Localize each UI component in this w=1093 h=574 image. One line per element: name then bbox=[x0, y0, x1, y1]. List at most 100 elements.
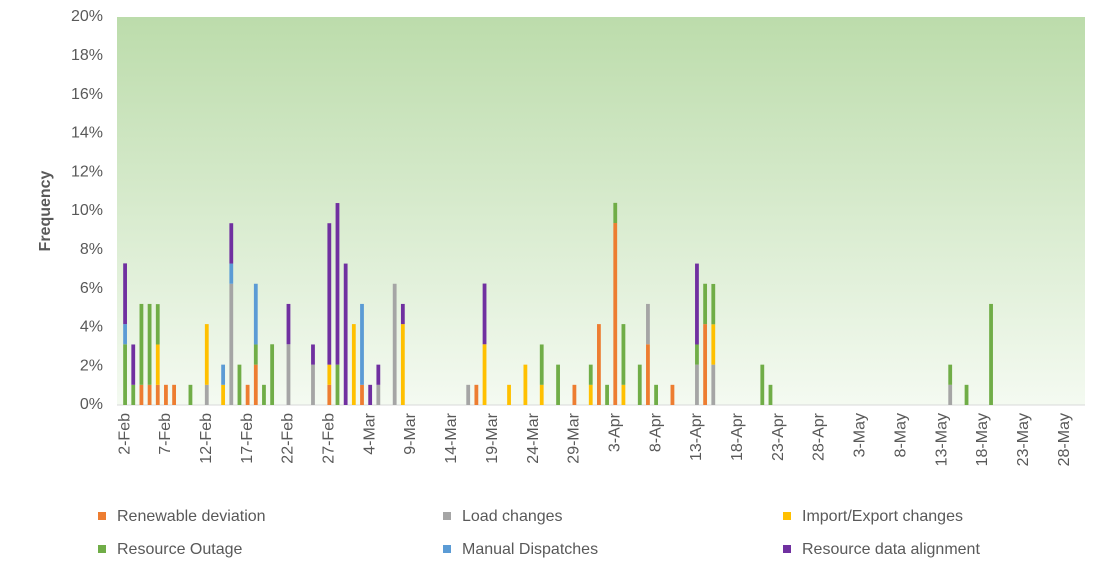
bar-segment bbox=[147, 384, 152, 405]
bar-segment bbox=[695, 263, 699, 345]
x-tick-label: 13-May bbox=[933, 413, 950, 466]
bar-segment bbox=[172, 384, 177, 405]
y-tick-label: 4% bbox=[80, 319, 103, 336]
bar-segment bbox=[147, 303, 152, 385]
bar-segment bbox=[229, 223, 234, 264]
bar-segment bbox=[646, 303, 650, 345]
x-tick-label: 18-Apr bbox=[729, 412, 746, 461]
bar-segment bbox=[123, 344, 127, 405]
x-tick-label: 27-Feb bbox=[321, 413, 338, 464]
bar-segment bbox=[572, 384, 577, 405]
bar-segment bbox=[253, 364, 258, 405]
bar-segment bbox=[376, 384, 381, 405]
bar-segment bbox=[507, 384, 511, 405]
bar-segment bbox=[335, 203, 340, 365]
bar-segment bbox=[311, 344, 315, 365]
bar-segment bbox=[482, 344, 487, 405]
x-tick-label: 28-Apr bbox=[811, 412, 828, 461]
x-tick-label: 23-May bbox=[1015, 413, 1032, 466]
bar-segment bbox=[131, 344, 136, 385]
bar-segment bbox=[311, 364, 315, 405]
y-tick-label: 12% bbox=[71, 163, 103, 180]
x-tick-label: 2-Feb bbox=[116, 413, 133, 455]
bar-segment bbox=[335, 364, 340, 405]
x-tick-label: 3-Apr bbox=[606, 412, 623, 452]
bar-segment bbox=[286, 344, 291, 405]
bar-segment bbox=[621, 384, 626, 405]
bar-segment bbox=[400, 303, 405, 325]
bar-segment bbox=[539, 384, 544, 405]
legend-label: Load changes bbox=[462, 508, 563, 525]
bar-segment bbox=[400, 324, 405, 405]
x-tick-label: 24-Mar bbox=[525, 412, 542, 463]
bar-segment bbox=[711, 364, 716, 405]
bar-segment bbox=[237, 364, 242, 405]
x-tick-label: 29-Mar bbox=[566, 412, 583, 463]
y-tick-label: 8% bbox=[80, 241, 103, 258]
x-tick-label: 9-Mar bbox=[402, 412, 419, 454]
x-tick-label: 8-Apr bbox=[647, 412, 664, 452]
bar-segment bbox=[654, 384, 659, 405]
y-tick-label: 16% bbox=[71, 86, 103, 103]
bar-segment bbox=[327, 223, 332, 365]
legend-label: Resource Outage bbox=[117, 541, 243, 558]
bar-segment bbox=[711, 324, 716, 365]
bar-segment bbox=[703, 283, 708, 325]
bar-segment bbox=[327, 384, 332, 405]
bar-segment bbox=[703, 324, 708, 405]
y-tick-label: 0% bbox=[80, 396, 103, 413]
bar-segment bbox=[613, 202, 618, 224]
x-tick-label: 8-May bbox=[892, 413, 909, 457]
bar-segment bbox=[229, 263, 234, 284]
bar-segment bbox=[597, 324, 601, 405]
bar-segment bbox=[646, 344, 650, 405]
bar-segment bbox=[262, 384, 266, 405]
y-tick-label: 18% bbox=[71, 47, 103, 64]
x-tick-label: 14-Mar bbox=[443, 412, 460, 463]
bar-segment bbox=[768, 384, 773, 405]
y-tick-label: 6% bbox=[80, 280, 103, 297]
bar-segment bbox=[948, 364, 953, 385]
bar-segment bbox=[270, 344, 275, 405]
bar-segment bbox=[155, 344, 160, 385]
bar-segment bbox=[523, 364, 528, 405]
bar-segment bbox=[605, 384, 609, 405]
bar-segment bbox=[392, 283, 397, 405]
bar-segment bbox=[229, 283, 234, 405]
bar-segment bbox=[539, 344, 544, 385]
bar-segment bbox=[989, 303, 993, 405]
bar-segment bbox=[245, 384, 250, 405]
bar-segment bbox=[711, 283, 716, 325]
bar-segment bbox=[760, 364, 765, 405]
bar-segment bbox=[670, 384, 675, 405]
bar-segment bbox=[286, 303, 291, 345]
bar-segment bbox=[221, 364, 226, 385]
bar-segment bbox=[948, 384, 953, 405]
x-tick-label: 19-Mar bbox=[484, 412, 501, 463]
bar-segment bbox=[327, 364, 332, 385]
bar-segment bbox=[482, 283, 487, 345]
legend-label: Manual Dispatches bbox=[462, 541, 598, 558]
bar-segment bbox=[155, 384, 160, 405]
bar-segment bbox=[360, 384, 364, 405]
x-tick-label: 18-May bbox=[974, 413, 991, 466]
bar-segment bbox=[556, 364, 560, 405]
bar-segment bbox=[368, 384, 373, 405]
y-tick-label: 2% bbox=[80, 357, 103, 374]
bar-segment bbox=[964, 384, 969, 405]
legend-swatch bbox=[443, 512, 451, 520]
bar-segment bbox=[123, 324, 127, 345]
bar-segment bbox=[695, 364, 699, 405]
bar-segment bbox=[621, 324, 626, 385]
y-tick-label: 10% bbox=[71, 202, 103, 219]
legend-swatch bbox=[98, 545, 106, 553]
bar-segment bbox=[164, 384, 168, 405]
bar-segment bbox=[376, 364, 381, 385]
y-axis-title: Frequency bbox=[37, 170, 54, 251]
legend-swatch bbox=[443, 545, 451, 553]
x-tick-label: 23-Apr bbox=[770, 412, 787, 461]
bar-segment bbox=[637, 364, 642, 405]
bar-segment bbox=[343, 263, 348, 405]
bar-segment bbox=[139, 384, 144, 405]
bar-segment bbox=[131, 384, 136, 405]
